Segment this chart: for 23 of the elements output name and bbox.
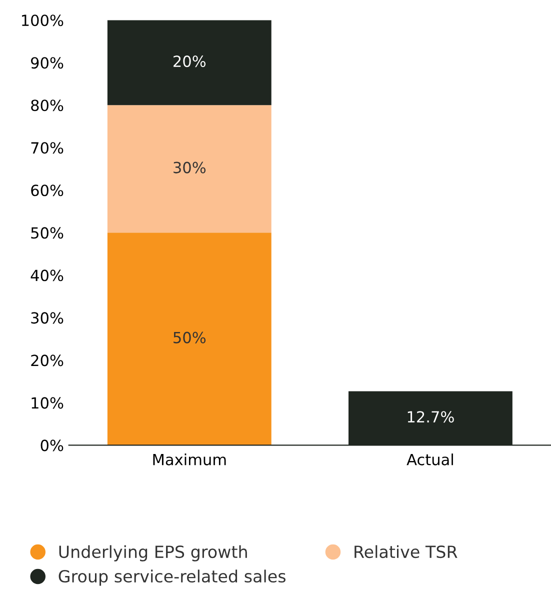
- bar: [107, 20, 272, 106]
- bar: [107, 105, 272, 233]
- y-tick-label: 50%: [31, 227, 64, 239]
- y-tick-label: 20%: [31, 354, 64, 366]
- y-tick-label: 10%: [32, 397, 64, 409]
- y-tick-label: 30%: [31, 312, 64, 324]
- y-tick-label: 0%: [40, 440, 64, 452]
- legend-label: Group service-related sales: [58, 570, 286, 586]
- y-tick-label: 70%: [31, 142, 64, 154]
- data-label: 12.7%: [408, 411, 454, 423]
- legend-label: Underlying EPS growth: [59, 545, 247, 562]
- y-tick-label: 90%: [31, 57, 64, 69]
- y-tick-label: 60%: [31, 184, 64, 196]
- legend-label: Relative TSR: [354, 545, 458, 558]
- data-label: 50%: [174, 332, 206, 344]
- y-tick-label: 100%: [22, 14, 64, 26]
- y-tick-label: 80%: [31, 100, 64, 112]
- data-label: 30%: [174, 162, 206, 174]
- y-tick-label: 40%: [30, 270, 64, 282]
- data-label: 20%: [174, 56, 206, 68]
- x-tick-label: Maximum: [153, 454, 226, 466]
- x-tick-label: Actual: [406, 454, 453, 466]
- bar: [107, 232, 272, 446]
